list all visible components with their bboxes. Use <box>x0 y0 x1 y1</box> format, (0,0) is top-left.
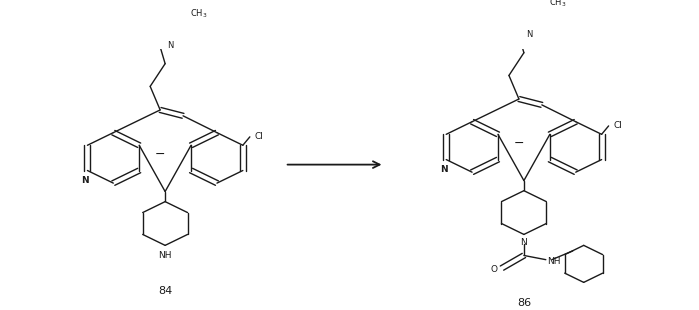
Text: N: N <box>82 176 89 185</box>
Text: N: N <box>521 238 527 247</box>
Text: 86: 86 <box>517 298 531 308</box>
Text: Cl: Cl <box>255 132 264 141</box>
Text: Cl: Cl <box>614 122 623 131</box>
Text: NH: NH <box>547 257 561 266</box>
Text: CH$_3$: CH$_3$ <box>549 0 566 9</box>
Text: N: N <box>440 165 448 174</box>
Text: CH$_3$: CH$_3$ <box>190 8 208 20</box>
Text: 84: 84 <box>158 286 172 296</box>
Text: N: N <box>526 30 532 39</box>
Text: O: O <box>491 265 498 274</box>
Text: −: − <box>514 137 524 150</box>
Text: N: N <box>167 41 173 50</box>
Text: −: − <box>155 148 166 161</box>
Text: NH: NH <box>159 251 172 260</box>
